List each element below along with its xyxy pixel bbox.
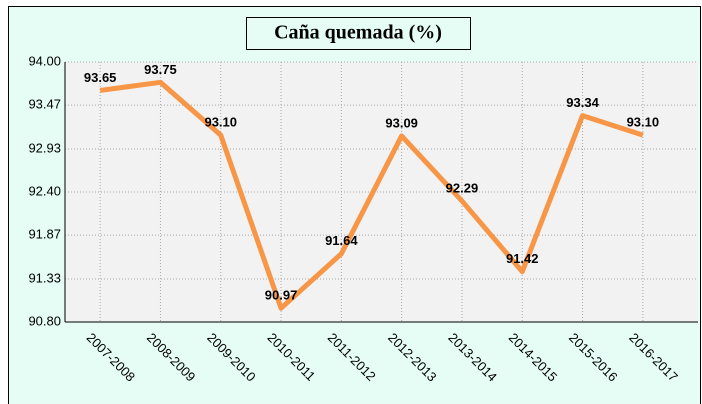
data-label: 93.09 [385, 115, 418, 130]
y-tick-label: 93.47 [28, 97, 61, 112]
line [99, 79, 644, 311]
data-label: 93.65 [84, 70, 117, 85]
data-label: 93.10 [204, 115, 237, 130]
data-label: 93.75 [144, 62, 177, 77]
chart-title: Caña quemada (%) [274, 22, 442, 44]
y-tick-label: 90.80 [28, 313, 61, 328]
data-label: 91.42 [506, 251, 539, 266]
data-label: 91.64 [325, 233, 358, 248]
y-tick-label: 92.93 [28, 140, 61, 155]
title-box [246, 17, 471, 50]
y-tick-label: 92.40 [28, 183, 61, 198]
data-label: 93.34 [566, 95, 599, 110]
data-label: 90.97 [265, 288, 298, 303]
y-tick-label: 91.33 [28, 270, 61, 285]
y-tick-label: 91.87 [28, 227, 61, 242]
y-tick-label: 94.00 [28, 53, 61, 68]
data-label: 93.10 [627, 115, 660, 130]
data-label: 92.29 [446, 180, 479, 195]
